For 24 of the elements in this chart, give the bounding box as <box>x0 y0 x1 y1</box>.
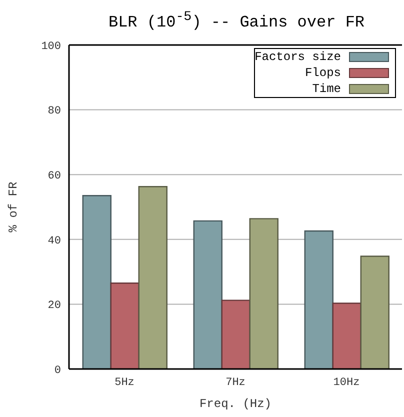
bar <box>110 282 140 369</box>
legend-label: Factors size <box>254 50 341 64</box>
legend-label: Time <box>312 82 341 96</box>
bar <box>221 300 250 369</box>
bar <box>193 220 222 369</box>
bar <box>332 302 362 369</box>
x-tick-label: 5Hz <box>114 376 134 389</box>
y-tick-label: 100 <box>41 40 61 53</box>
y-tick-label: 80 <box>48 106 61 118</box>
y-tick-label: 0 <box>54 364 61 377</box>
y-tick-label: 20 <box>48 300 61 312</box>
bar <box>138 186 168 369</box>
bar <box>304 230 334 369</box>
legend-label: Flops <box>304 66 341 80</box>
y-tick-label: 40 <box>48 235 61 248</box>
x-axis-title: Freq. (Hz) <box>199 397 272 411</box>
bar <box>249 218 278 369</box>
bar <box>82 195 112 369</box>
x-tick-label: 10Hz <box>333 376 360 389</box>
y-axis-title: % of FR <box>6 182 20 232</box>
y-tick-label: 60 <box>48 170 61 183</box>
x-tick-label: 7Hz <box>226 376 246 389</box>
bar <box>360 256 390 369</box>
chart-title: BLR (10$^{-5}$) -- Gains over FR <box>107 10 366 32</box>
